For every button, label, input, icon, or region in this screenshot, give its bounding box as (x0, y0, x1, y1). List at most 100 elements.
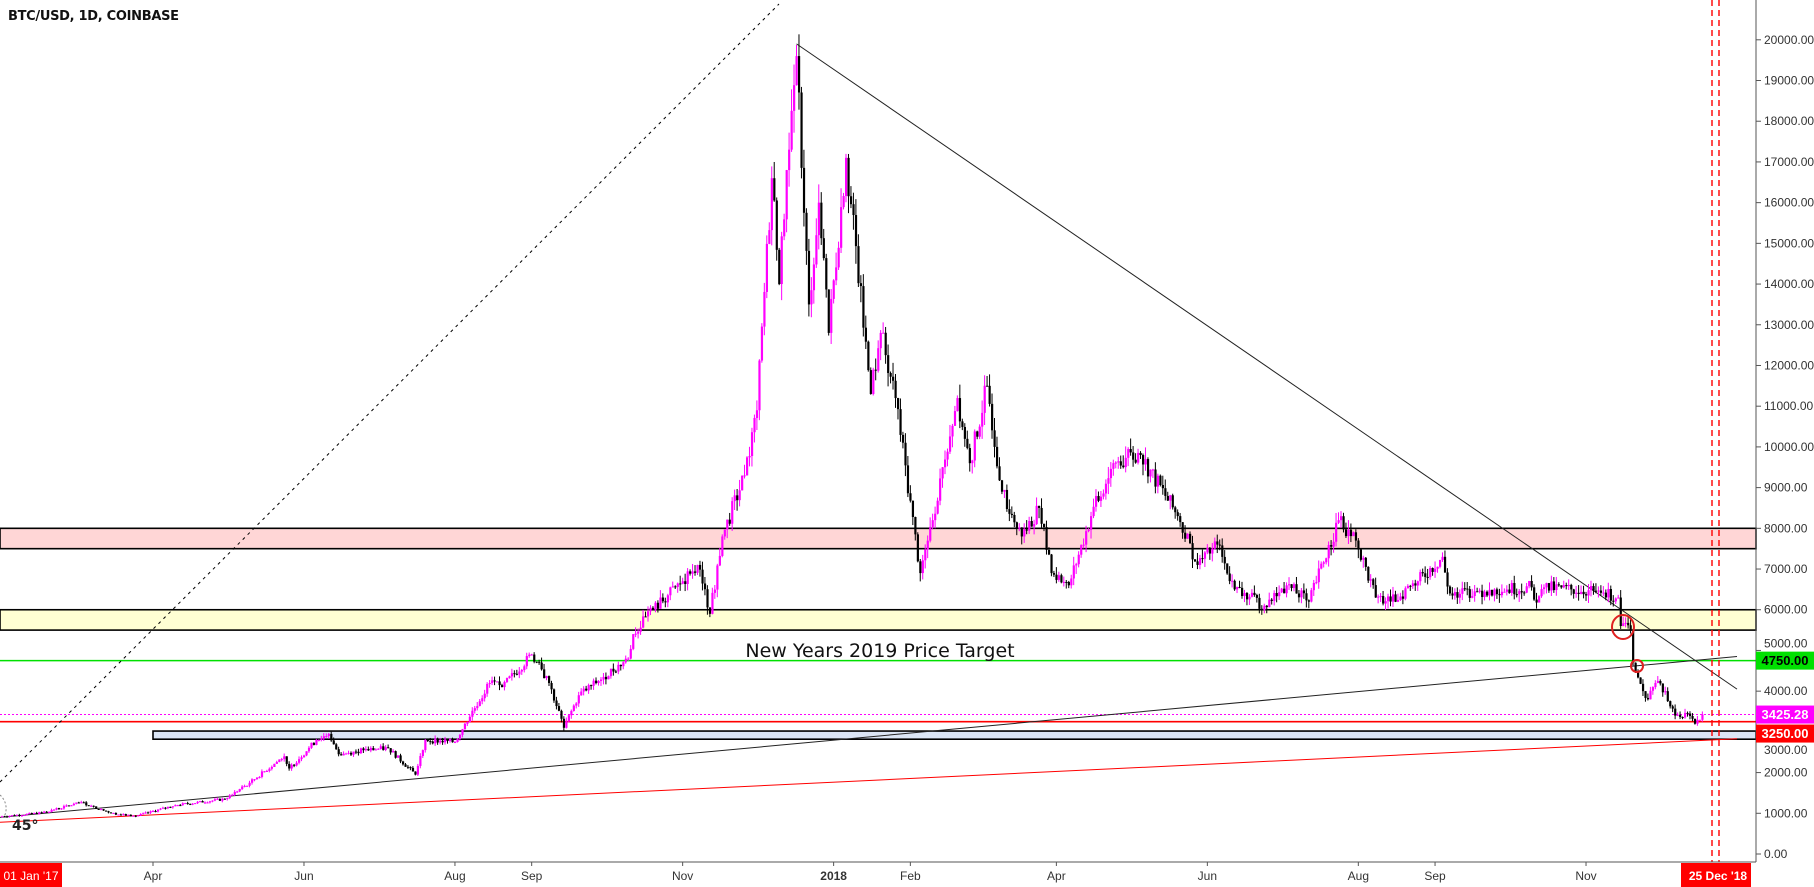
candle-body (280, 759, 283, 761)
candle-body (446, 739, 449, 742)
candle-body (587, 685, 590, 691)
candle-body (1337, 520, 1340, 523)
candle-body (869, 370, 872, 394)
candle-body (124, 814, 127, 816)
candle-body (904, 442, 907, 466)
candle-body (874, 369, 877, 371)
candle-body (75, 802, 78, 804)
candle-body (597, 681, 600, 684)
price-zone (0, 527, 1757, 550)
candle-body (612, 668, 615, 672)
candle-body (708, 607, 712, 614)
candle-body (1072, 565, 1075, 579)
candle-body (139, 813, 142, 816)
candle-body (555, 700, 558, 707)
price-tick-label: 11000.00 (1764, 399, 1813, 413)
candle-body (77, 802, 80, 804)
candle-body (1396, 600, 1400, 602)
price-tick-label: 1000.00 (1764, 806, 1808, 820)
candle-body (763, 291, 766, 327)
candle-body (1651, 687, 1655, 691)
candle-body (1300, 590, 1303, 598)
candle-body (1359, 549, 1362, 560)
candle-body (1035, 505, 1038, 525)
candle-body (288, 763, 291, 769)
candle-body (1129, 449, 1132, 453)
candle-body (842, 196, 845, 208)
candle-body (810, 290, 813, 305)
candle-body (1614, 598, 1617, 602)
candle-body (8, 815, 11, 817)
price-label: 4750.00 (1762, 653, 1809, 668)
candle-body (916, 534, 919, 562)
candle-body (676, 583, 679, 587)
candle-body (1646, 697, 1650, 700)
time-tick-label: Sep (1424, 869, 1446, 883)
candle-body (656, 602, 660, 609)
candle-body (312, 742, 316, 745)
candle-body (1434, 568, 1437, 572)
price-tick-label: 5000.00 (1764, 636, 1808, 650)
candle-body (70, 805, 73, 807)
candle-body (1538, 596, 1541, 603)
time-tick-label: Feb (900, 869, 921, 883)
candle-body (152, 811, 155, 813)
candle-body (629, 648, 632, 659)
candle-body (1535, 599, 1538, 603)
candle-body (1374, 585, 1377, 598)
candle-body (189, 803, 192, 805)
candle-body (1545, 583, 1548, 588)
candle-body (877, 348, 880, 371)
candle-body (362, 748, 365, 751)
candle-body (686, 571, 689, 585)
candle-body (310, 742, 313, 748)
candle-body (1352, 532, 1355, 537)
candle-body (1161, 485, 1164, 489)
candle-body (622, 662, 625, 667)
time-tick-label: Apr (144, 869, 163, 883)
candle-body (1335, 522, 1338, 542)
candle-body (1649, 690, 1652, 700)
candle-body (835, 267, 838, 281)
candle-body (681, 581, 684, 584)
candle-body (1562, 585, 1565, 588)
candle-body (988, 385, 991, 404)
candle-body (359, 748, 363, 754)
candle-body (1486, 591, 1489, 596)
candle-body (1436, 566, 1439, 569)
candle-body (607, 676, 610, 680)
candle-body (414, 771, 417, 775)
candle-body (1169, 495, 1172, 501)
candle-body (1045, 527, 1048, 550)
candle-body (1223, 556, 1226, 564)
candle-body (986, 385, 989, 387)
candle-body (1280, 588, 1283, 593)
candle-body (411, 767, 415, 772)
candle-body (1362, 557, 1365, 560)
candle-body (468, 716, 471, 722)
candle-body (1518, 591, 1521, 595)
candle-body (394, 751, 397, 758)
highlight-circle (1611, 614, 1635, 640)
candle-body (1671, 706, 1674, 709)
candle-body (1000, 480, 1004, 492)
candle-body (1151, 469, 1155, 471)
candle-body (1471, 596, 1474, 598)
candle-body (723, 529, 726, 537)
candle-body (1679, 714, 1682, 718)
candle-body (919, 561, 922, 574)
candle-body (654, 602, 657, 610)
candle-body (944, 459, 947, 468)
candle-body (961, 421, 964, 427)
candle-body (958, 398, 962, 422)
candle-body (649, 607, 652, 612)
candle-body (599, 679, 603, 682)
candle-body (159, 808, 162, 810)
candle-body (642, 616, 645, 628)
candle-body (1290, 584, 1293, 589)
candle-body (1144, 459, 1147, 465)
candle-body (62, 806, 66, 809)
candle-body (369, 748, 372, 751)
candle-body (434, 738, 437, 744)
